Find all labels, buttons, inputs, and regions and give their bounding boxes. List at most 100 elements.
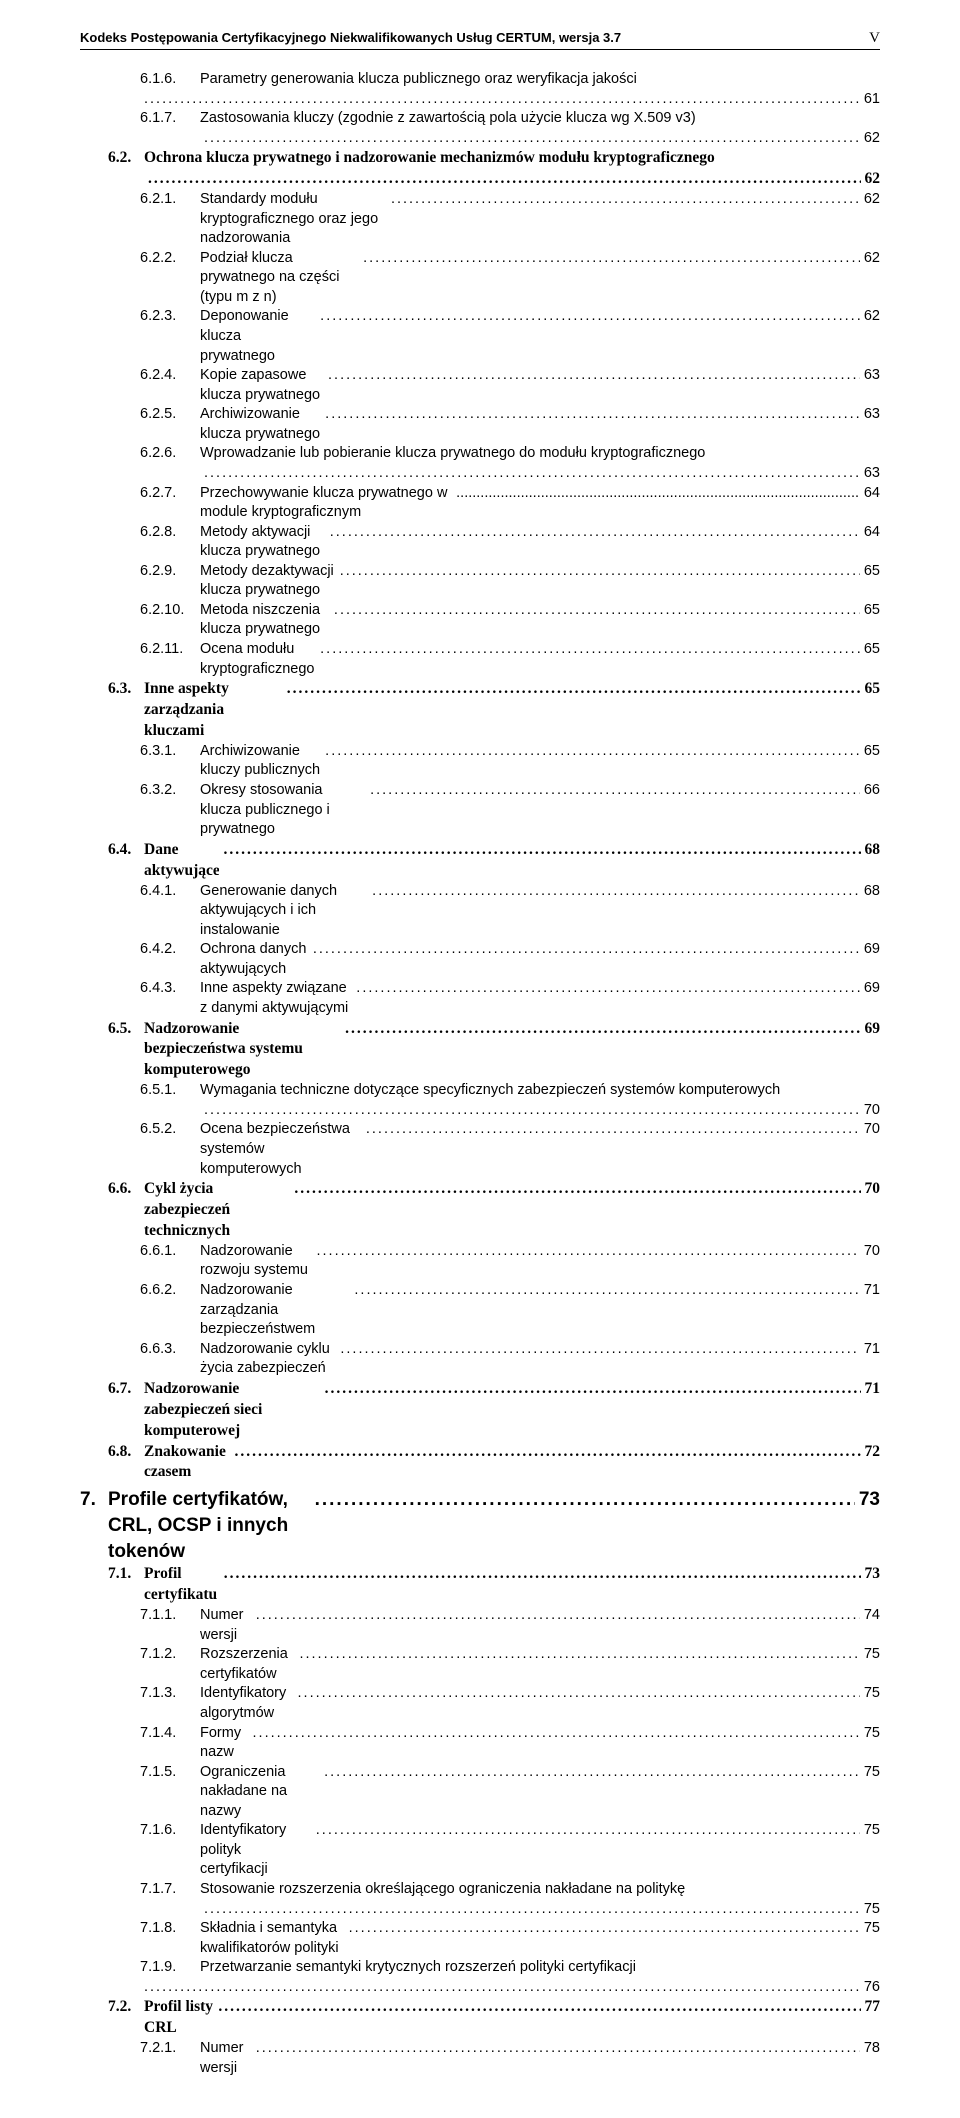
toc-entry: 6.5.Nadzorowanie bezpieczeństwa systemu … xyxy=(80,1019,880,1082)
toc-number: 6.4.3. xyxy=(140,979,200,999)
toc-entry: 6.2.10.Metoda niszczenia klucza prywatne… xyxy=(80,601,880,640)
toc-page: 77 xyxy=(865,1997,881,2018)
toc-entry: 6.2.7.Przechowywanie klucza prywatnego w… xyxy=(80,484,880,523)
toc-label: Metoda niszczenia klucza prywatnego xyxy=(200,601,330,640)
toc-number: 6.2.11. xyxy=(140,640,200,660)
toc-number: 6.2.8. xyxy=(140,523,200,543)
toc-page: 76 xyxy=(864,1978,880,1998)
toc-label: Kopie zapasowe klucza prywatnego xyxy=(200,366,324,405)
toc-label: Parametry generowania klucza publicznego… xyxy=(200,70,637,90)
toc-leader-dots xyxy=(320,640,860,660)
toc-row: 6.1.7.Zastosowania kluczy (zgodnie z zaw… xyxy=(140,109,880,129)
toc-label: Ochrona klucza prywatnego i nadzorowanie… xyxy=(144,148,715,169)
toc-leader-dots xyxy=(316,1821,860,1841)
toc-number: 6.6. xyxy=(108,1179,144,1200)
toc-leader-dots xyxy=(256,1606,860,1626)
toc-page: 62 xyxy=(865,169,881,190)
toc-number: 6.1.6. xyxy=(140,70,200,90)
toc-label: Przechowywanie klucza prywatnego w modul… xyxy=(200,484,452,523)
toc-leader-dots xyxy=(294,1179,860,1200)
toc-leader-dots xyxy=(325,742,860,762)
toc-page: 65 xyxy=(864,562,880,582)
toc-leader-dots xyxy=(315,1487,855,1513)
toc-entry: 7.1.2.Rozszerzenia certyfikatów 75 xyxy=(80,1645,880,1684)
toc-entry: 6.2.5.Archiwizowanie klucza prywatnego 6… xyxy=(80,405,880,444)
toc-entry: 6.4.1.Generowanie danych aktywujących i … xyxy=(80,882,880,941)
toc-label: Ocena bezpieczeństwa systemów komputerow… xyxy=(200,1120,362,1179)
toc-row: 6.5.1.Wymagania techniczne dotyczące spe… xyxy=(140,1081,880,1101)
toc-label: Przetwarzanie semantyki krytycznych rozs… xyxy=(200,1958,636,1978)
toc-number: 6.2.2. xyxy=(140,249,200,269)
toc-leader-dots xyxy=(253,1724,860,1744)
toc-entry: 6.6.2.Nadzorowanie zarządzania bezpiecze… xyxy=(80,1281,880,1340)
toc-entry: 6.3.2.Okresy stosowania klucza publiczne… xyxy=(80,781,880,840)
toc-page: 62 xyxy=(864,129,880,149)
toc-label: Standardy modułu kryptograficznego oraz … xyxy=(200,190,387,249)
toc-page: 75 xyxy=(864,1821,880,1841)
toc-entry: 7.1.7.Stosowanie rozszerzenia określając… xyxy=(80,1880,880,1919)
toc-leader-dots xyxy=(334,601,860,621)
table-of-contents: 6.1.6.Parametry generowania klucza publi… xyxy=(80,70,880,2078)
toc-leader-dots xyxy=(340,562,860,582)
toc-leader-dots xyxy=(340,1340,860,1360)
toc-page: 63 xyxy=(864,366,880,386)
toc-label: Składnia i semantyka kwalifikatorów poli… xyxy=(200,1919,345,1958)
toc-entry: 6.3.Inne aspekty zarządzania kluczami 65 xyxy=(80,679,880,742)
toc-page: 65 xyxy=(864,601,880,621)
toc-page: 73 xyxy=(865,1564,881,1585)
toc-number: 7.2.1. xyxy=(140,2039,200,2059)
toc-label: Dane aktywujące xyxy=(144,840,219,882)
toc-leader-dots xyxy=(354,1281,859,1301)
toc-label: Metody aktywacji klucza prywatnego xyxy=(200,523,326,562)
toc-entry: 6.2.4.Kopie zapasowe klucza prywatnego 6… xyxy=(80,366,880,405)
toc-entry: 7.2.Profil listy CRL 77 xyxy=(80,1997,880,2039)
toc-entry: 6.2.11.Ocena modułu kryptograficznego 65 xyxy=(80,640,880,679)
toc-leader-dots xyxy=(456,484,860,504)
toc-label: Inne aspekty związane z danymi aktywując… xyxy=(200,979,352,1018)
document-header: Kodeks Postępowania Certyfikacyjnego Nie… xyxy=(80,30,880,50)
toc-entry: 6.5.1.Wymagania techniczne dotyczące spe… xyxy=(80,1081,880,1120)
toc-number: 6.2.4. xyxy=(140,366,200,386)
toc-number: 7.1.9. xyxy=(140,1958,200,1978)
toc-page: 71 xyxy=(864,1281,880,1301)
toc-entry: 6.2.2.Podział klucza prywatnego na częśc… xyxy=(80,249,880,308)
toc-leader-dots xyxy=(299,1645,859,1665)
toc-label: Identyfikatory algorytmów xyxy=(200,1684,294,1723)
toc-entry: 6.2.9.Metody dezaktywacji klucza prywatn… xyxy=(80,562,880,601)
toc-page: 75 xyxy=(864,1684,880,1704)
toc-page: 68 xyxy=(864,882,880,902)
toc-page: 64 xyxy=(864,523,880,543)
toc-continuation: 62 xyxy=(108,169,880,190)
toc-leader-dots xyxy=(370,781,860,801)
toc-label: Numer wersji xyxy=(200,2039,252,2078)
toc-leader-dots xyxy=(391,190,860,210)
toc-leader-dots xyxy=(224,1564,861,1585)
toc-leader-dots xyxy=(349,1919,860,1939)
toc-number: 6.2.7. xyxy=(140,484,200,504)
toc-label: Stosowanie rozszerzenia określającego og… xyxy=(200,1880,685,1900)
toc-label: Nadzorowanie bezpieczeństwa systemu komp… xyxy=(144,1019,341,1082)
toc-number: 6.5.2. xyxy=(140,1120,200,1140)
toc-leader-dots xyxy=(287,679,861,700)
toc-leader-dots xyxy=(328,366,860,386)
toc-row: 7.1.7.Stosowanie rozszerzenia określając… xyxy=(140,1880,880,1900)
toc-label: Ograniczenia nakładane na nazwy xyxy=(200,1763,320,1822)
toc-entry: 6.7.Nadzorowanie zabezpieczeń sieci komp… xyxy=(80,1379,880,1442)
toc-leader-dots xyxy=(372,882,860,902)
toc-page: 72 xyxy=(865,1442,881,1463)
toc-leader-dots xyxy=(223,840,860,861)
toc-entry: 6.6.1.Nadzorowanie rozwoju systemu 70 xyxy=(80,1242,880,1281)
toc-number: 6.3.1. xyxy=(140,742,200,762)
toc-entry: 6.2.1.Standardy modułu kryptograficznego… xyxy=(80,190,880,249)
toc-entry: 6.4.2.Ochrona danych aktywujących 69 xyxy=(80,940,880,979)
toc-page: 69 xyxy=(864,979,880,999)
toc-leader-dots xyxy=(298,1684,860,1704)
toc-number: 6.5.1. xyxy=(140,1081,200,1101)
toc-label: Identyfikatory polityk certyfikacji xyxy=(200,1821,312,1880)
toc-page: 70 xyxy=(864,1242,880,1262)
toc-label: Ocena modułu kryptograficznego xyxy=(200,640,316,679)
toc-page: 75 xyxy=(864,1645,880,1665)
toc-label: Numer wersji xyxy=(200,1606,252,1645)
toc-page: 69 xyxy=(865,1019,881,1040)
toc-label: Nadzorowanie cyklu życia zabezpieczeń xyxy=(200,1340,336,1379)
